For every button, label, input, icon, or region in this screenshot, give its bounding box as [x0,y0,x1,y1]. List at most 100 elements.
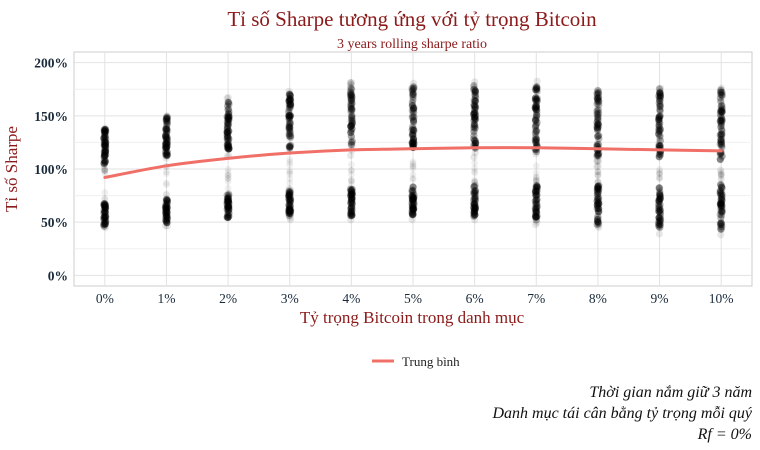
scatter-point [656,175,663,182]
scatter-point [593,124,602,132]
scatter-point [471,189,480,197]
scatter-point [717,219,725,227]
scatter-point [347,196,356,204]
scatter-point [532,176,540,184]
scatter-point [595,200,603,208]
scatter-point [532,137,540,145]
scatter-point [162,202,170,210]
scatter-point [593,89,601,97]
scatter-point [594,123,602,131]
scatter-point [347,96,355,105]
scatter-point [409,183,417,191]
scatter-point [470,198,478,206]
scatter-point [470,110,478,118]
scatter-point [532,135,540,144]
scatter-point [595,101,603,109]
scatter-point [162,129,171,137]
scatter-point [101,211,109,219]
scatter-point [717,199,725,208]
scatter-point [655,202,663,211]
scatter-point [656,142,664,150]
scatter-point [347,122,355,130]
scatter-point [101,125,110,134]
scatter-point [348,204,356,212]
scatter-point [163,204,171,212]
scatter-point [100,165,108,173]
scatter-point [101,195,109,202]
scatter-point [102,137,110,145]
scatter-point [348,185,356,194]
scatter-point [224,102,232,110]
scatter-point [532,94,540,102]
scatter-point [593,217,602,225]
scatter-point [285,185,293,193]
scatter-point [161,116,170,124]
scatter-point [285,112,293,120]
scatter-point [717,203,725,212]
scatter-point [409,196,417,204]
scatter-point [408,123,417,131]
scatter-point [348,211,356,219]
scatter-point [718,91,726,99]
scatter-point [409,162,417,170]
scatter-point [162,125,170,133]
scatter-point [224,169,232,176]
scatter-point [595,96,603,105]
scatter-point [347,167,355,175]
scatter-point [533,115,541,123]
scatter-point [717,168,725,176]
scatter-point [716,220,724,228]
scatter-point [347,128,355,137]
scatter-point [163,199,171,207]
scatter-point [163,114,171,123]
scatter-point [286,100,295,108]
scatter-point [101,201,109,210]
scatter-point [716,155,724,163]
scatter-point [100,141,108,150]
x-tick-label: 1% [157,291,175,306]
scatter-point [532,122,540,130]
scatter-point [471,106,479,114]
scatter-point [718,193,726,201]
scatter-point [348,194,356,202]
scatter-point [531,123,540,131]
scatter-point [347,141,355,149]
scatter-point [408,199,416,207]
scatter-point [346,91,355,99]
scatter-point [655,134,664,142]
scatter-point [285,95,294,104]
scatter-point [286,143,294,151]
scatter-point [101,208,109,216]
scatter-point [224,210,232,218]
scatter-point [286,210,295,219]
scatter-point [471,97,479,106]
scatter-point [100,134,108,142]
scatter-point [594,190,602,199]
scatter-point [533,83,541,91]
scatter-point [162,204,170,212]
scatter-point [162,144,170,152]
scatter-point [287,131,295,140]
scatter-point [225,142,233,150]
scatter-point [470,128,478,136]
scatter-point [471,139,480,147]
scatter-point [224,174,232,182]
x-tick-label: 0% [96,291,114,306]
scatter-point [346,82,355,90]
scatter-point [225,127,233,135]
scatter-point [101,151,110,159]
scatter-point [101,137,109,145]
scatter-point [656,151,665,159]
scatter-point [100,219,108,227]
scatter-point [285,101,293,109]
scatter-point [533,195,541,204]
scatter-point [717,202,725,210]
scatter-point [408,196,417,205]
scatter-point [408,203,416,211]
scatter-point [717,199,725,207]
scatter-point [655,93,663,101]
scatter-point [225,115,233,123]
scatter-point [717,85,725,94]
scatter-point [717,211,726,219]
scatter-point [471,168,479,175]
